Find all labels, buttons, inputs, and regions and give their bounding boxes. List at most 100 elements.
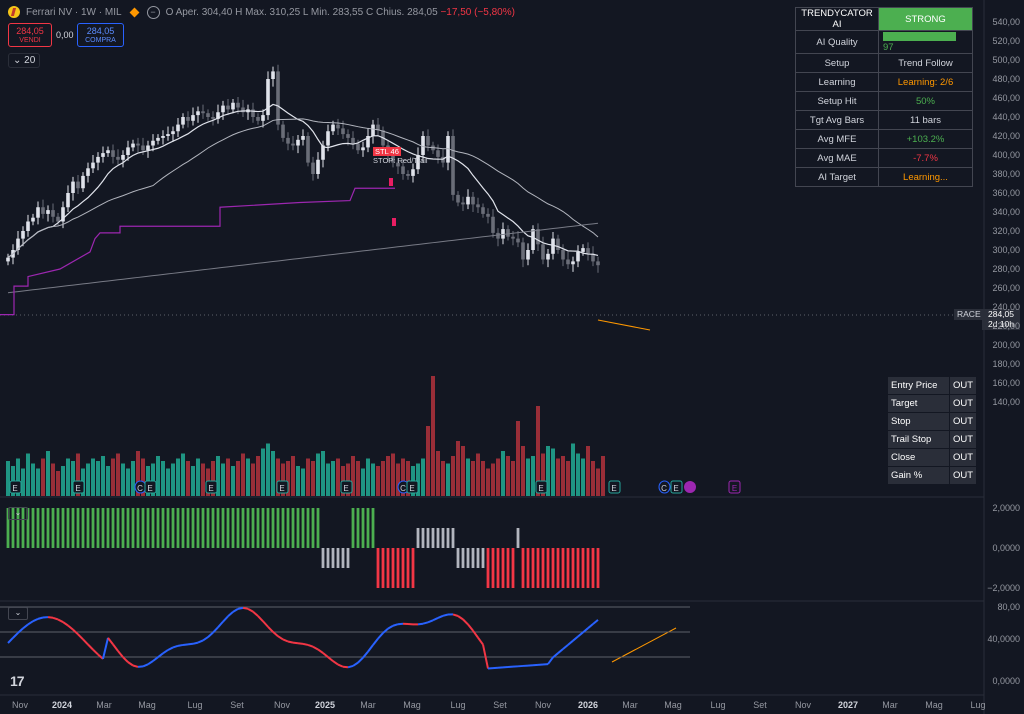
- ai-row-value: Learning...: [878, 167, 973, 187]
- trade-row-label: Trail Stop: [887, 430, 950, 449]
- ai-row: Setup Trend Follow: [795, 53, 973, 73]
- candle-body: [451, 136, 455, 195]
- oscillator-line: [222, 615, 229, 623]
- oscillator-line: [27, 620, 34, 626]
- oscillator-line: [47, 616, 54, 619]
- candle-body: [226, 105, 230, 110]
- volume-bar: [506, 456, 510, 496]
- volume-bar: [196, 458, 200, 496]
- candle-body: [201, 111, 205, 114]
- volume-bar: [481, 461, 485, 496]
- ai-row-label: AI Quality: [795, 30, 879, 54]
- trade-row-value: OUT: [948, 466, 978, 485]
- volume-bar: [581, 458, 585, 496]
- oscillator-line: [422, 621, 429, 625]
- candle-body: [186, 117, 190, 121]
- oscillator-bar: [186, 508, 190, 548]
- trade-row: Target OUT: [887, 394, 978, 413]
- diamond-icon[interactable]: [129, 7, 140, 17]
- candle-body: [496, 232, 500, 239]
- ai-row: AI Target Learning...: [795, 167, 973, 187]
- trade-panel: Entry Price OUT Target OUT Stop OUT Trail Stop…: [887, 376, 978, 485]
- legend-header: Ferrari NV · 1W · MIL − O Aper. 304,40 H…: [8, 5, 515, 19]
- oscillator-bar: [356, 508, 360, 548]
- volume-bar: [571, 443, 575, 496]
- symbol-title[interactable]: Ferrari NV · 1W · MIL: [26, 6, 122, 18]
- earnings-c-label: C: [400, 484, 406, 493]
- price-axis-label: 280,00: [992, 264, 1020, 274]
- candle-body: [421, 136, 425, 155]
- candle-body: [16, 238, 20, 250]
- divergence-line: [597, 319, 651, 331]
- pane-collapse-icon[interactable]: ⌄: [8, 507, 28, 520]
- oscillator-bar: [201, 508, 205, 548]
- oscillator-bar: [316, 508, 320, 548]
- trade-row: Trail Stop OUT: [887, 430, 978, 449]
- ai-panel-title: TRENDYCATOR AI: [795, 7, 879, 31]
- oscillator-bar: [111, 508, 115, 548]
- candle-body: [436, 150, 440, 157]
- candle-body: [491, 216, 495, 233]
- oscillator-line: [162, 649, 169, 655]
- candle-body: [116, 156, 120, 160]
- volume-bar: [431, 376, 435, 496]
- oscillator-bar: [336, 548, 340, 568]
- pane-collapse-icon[interactable]: ⌄: [8, 607, 28, 620]
- oscillator-line: [592, 619, 599, 625]
- hide-icon[interactable]: −: [146, 5, 160, 19]
- oscillator-bar: [491, 548, 495, 588]
- oscillator-line: [332, 660, 339, 666]
- volume-bar: [281, 463, 285, 496]
- volume-bar: [66, 458, 70, 496]
- oscillator-line: [472, 630, 479, 639]
- oscillator-bar: [106, 508, 110, 548]
- oscillator-bar: [21, 508, 25, 548]
- candle-body: [46, 210, 50, 214]
- oscillator-line: [562, 644, 569, 650]
- oscillator-bar: [151, 508, 155, 548]
- event-badge: [205, 480, 218, 494]
- earnings-e-label: E: [409, 484, 414, 493]
- oscillator-line: [347, 664, 354, 669]
- trade-row-label: Target: [887, 394, 950, 413]
- buy-button[interactable]: 284,05 COMPRA: [77, 23, 124, 47]
- volume-bar: [71, 461, 75, 496]
- time-axis-label: Nov: [11, 700, 29, 710]
- candle-body: [286, 137, 290, 144]
- oscillator-bar: [221, 508, 225, 548]
- oscillator-bar: [521, 548, 525, 588]
- oscillator-line: [377, 632, 384, 640]
- trailing-stop-line: [0, 187, 395, 316]
- candle-body: [426, 136, 430, 146]
- trade-row-label: Gain %: [887, 466, 950, 485]
- volume-bar: [166, 468, 170, 496]
- indicators-collapse-button[interactable]: ⌄ 20: [8, 53, 41, 68]
- sell-button[interactable]: 284,05 VENDI: [8, 23, 52, 47]
- oscillator-line: [282, 638, 289, 643]
- oscillator-line: [457, 615, 464, 621]
- volume-bar: [531, 456, 535, 496]
- volume-bar: [116, 453, 120, 496]
- candle-body: [486, 213, 490, 217]
- candle-body: [61, 207, 65, 222]
- future-e-label: E: [732, 484, 737, 493]
- candle-body: [141, 145, 145, 151]
- time-axis-label: 2026: [577, 700, 599, 710]
- oscillator-line: [257, 615, 264, 622]
- trade-row-label: Close: [887, 448, 950, 467]
- volume-bar: [271, 451, 275, 496]
- volume-bar: [101, 456, 105, 496]
- candle-body: [21, 231, 25, 239]
- candle-body: [581, 248, 585, 252]
- volume-bar: [86, 463, 90, 496]
- candle-body: [291, 143, 295, 146]
- oscillator-bar: [36, 508, 40, 548]
- volume-bar: [566, 461, 570, 496]
- oscillator-bar: [536, 548, 540, 588]
- volume-bar: [386, 456, 390, 496]
- oscillator-bar: [246, 508, 250, 548]
- oscillator-bar: [126, 508, 130, 548]
- volume-bar: [551, 448, 555, 496]
- stop-annotation: STL 46 STOP: Red/Trail: [373, 147, 428, 165]
